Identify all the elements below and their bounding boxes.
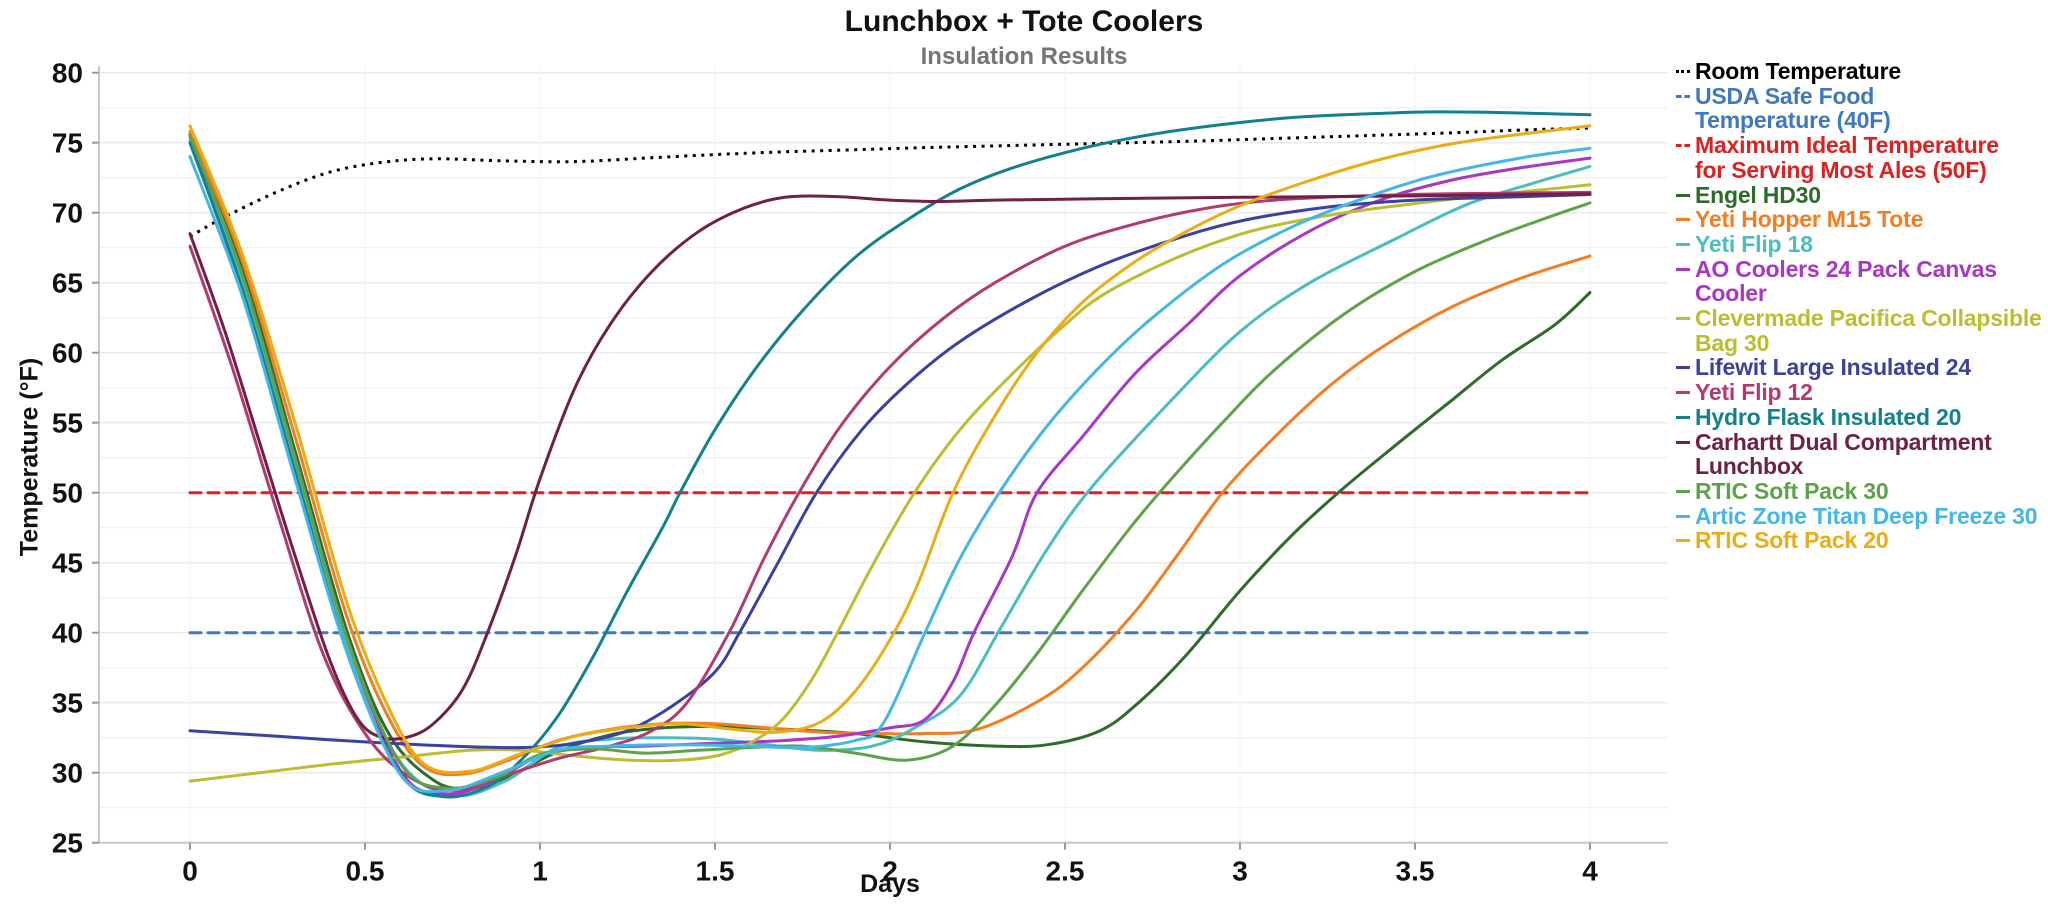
y-tick-label: 40 xyxy=(52,618,83,649)
legend-label-usda-safe-food: USDA Safe Food Temperature (40F) xyxy=(1695,82,1891,134)
x-tick-label: 2.5 xyxy=(1046,856,1085,887)
legend-label-artic-zone-titan-30: Artic Zone Titan Deep Freeze 30 xyxy=(1695,502,2038,529)
legend-label-room-temperature: Room Temperature xyxy=(1695,58,1901,84)
legend-label-ao-coolers-24: AO Coolers 24 Pack Canvas Cooler xyxy=(1695,255,1997,307)
y-axis-label: Temperature (°F) xyxy=(15,357,44,557)
legend-label-rtic-soft-pack-30: RTIC Soft Pack 30 xyxy=(1695,477,1889,504)
y-tick-label: 80 xyxy=(52,58,83,89)
series-line-rtic-soft-pack-30 xyxy=(188,134,1592,791)
legend-item-usda-safe-food: USDA Safe Food Temperature (40F) xyxy=(1676,82,2048,134)
legend-marker-lifewit-24 xyxy=(1676,366,1690,370)
legend-item-rtic-soft-pack-20: RTIC Soft Pack 20 xyxy=(1676,528,2048,553)
chart-subtitle: Insulation Results xyxy=(920,43,1128,70)
y-tick-label: 30 xyxy=(52,758,83,789)
legend-item-hydro-flask-20: Hydro Flask Insulated 20 xyxy=(1676,405,2048,430)
legend-item-ao-coolers-24: AO Coolers 24 Pack Canvas Cooler xyxy=(1676,255,2048,307)
legend-marker-room-temperature xyxy=(1676,70,1690,73)
x-tick-label: 3 xyxy=(1232,856,1248,887)
legend-label-rtic-soft-pack-20: RTIC Soft Pack 20 xyxy=(1695,527,1889,554)
legend-marker-ao-coolers-24 xyxy=(1676,267,1690,271)
y-tick-label: 35 xyxy=(52,688,83,719)
legend-label-max-ideal-ales: Maximum Ideal Temperature for Serving Mo… xyxy=(1695,132,1999,183)
legend-item-carhartt-lunchbox: Carhartt Dual Compartment Lunchbox xyxy=(1676,428,2048,480)
legend-marker-max-ideal-ales xyxy=(1676,144,1690,148)
legend-item-lifewit-24: Lifewit Large Insulated 24 xyxy=(1676,355,2048,380)
legend-item-engel-hd30: Engel HD30 xyxy=(1676,181,2048,208)
x-tick-label: 4 xyxy=(1582,856,1598,887)
x-tick-label: 2 xyxy=(882,856,898,887)
legend-marker-rtic-soft-pack-20 xyxy=(1676,539,1690,543)
x-tick-label: 0.5 xyxy=(346,856,385,887)
legend-label-clevermade-pacifica: Clevermade Pacifica Collapsible Bag 30 xyxy=(1695,305,2042,356)
legend-item-yeti-flip-18: Yeti Flip 18 xyxy=(1676,232,2048,257)
legend-marker-yeti-flip-12 xyxy=(1676,391,1690,395)
legend-item-artic-zone-titan-30: Artic Zone Titan Deep Freeze 30 xyxy=(1676,502,2048,529)
legend-item-clevermade-pacifica: Clevermade Pacifica Collapsible Bag 30 xyxy=(1676,306,2048,355)
series-line-yeti-flip-12 xyxy=(188,190,1592,793)
legend-item-yeti-flip-12: Yeti Flip 12 xyxy=(1676,380,2048,405)
chart-legend: Room Temperature USDA Safe Food Temperatu… xyxy=(1676,59,2048,553)
series-line-rtic-soft-pack-20 xyxy=(188,124,1592,775)
series-line-artic-zone-titan-30 xyxy=(188,146,1592,794)
y-tick-label: 50 xyxy=(52,478,83,509)
legend-label-yeti-flip-18: Yeti Flip 18 xyxy=(1695,230,1813,257)
legend-label-lifewit-24: Lifewit Large Insulated 24 xyxy=(1695,354,1971,381)
legend-marker-carhartt-lunchbox xyxy=(1676,440,1690,444)
legend-marker-artic-zone-titan-30 xyxy=(1676,514,1690,518)
legend-label-yeti-hopper-m15: Yeti Hopper M15 Tote xyxy=(1695,206,1924,233)
legend-marker-yeti-flip-18 xyxy=(1676,242,1690,246)
x-tick-label: 0 xyxy=(182,856,198,887)
legend-item-max-ideal-ales: Maximum Ideal Temperature for Serving Mo… xyxy=(1676,133,2048,182)
y-tick-label: 65 xyxy=(52,268,83,299)
x-tick-label: 1.5 xyxy=(696,856,735,887)
y-tick-label: 25 xyxy=(52,828,83,859)
legend-marker-hydro-flask-20 xyxy=(1676,415,1690,419)
legend-marker-engel-hd30 xyxy=(1676,193,1690,197)
y-tick-label: 75 xyxy=(52,128,83,159)
x-axis-label: Days xyxy=(860,870,920,898)
legend-marker-yeti-hopper-m15 xyxy=(1676,218,1690,222)
x-tick-label: 3.5 xyxy=(1396,856,1435,887)
chart-title: Lunchbox + Tote Coolers xyxy=(844,5,1204,38)
legend-label-hydro-flask-20: Hydro Flask Insulated 20 xyxy=(1695,403,1962,430)
y-tick-label: 55 xyxy=(52,408,83,439)
y-tick-label: 60 xyxy=(52,338,83,369)
legend-item-rtic-soft-pack-30: RTIC Soft Pack 30 xyxy=(1676,479,2048,504)
series-line-clevermade-pacifica xyxy=(188,183,1592,783)
series-line-yeti-flip-18 xyxy=(188,139,1592,798)
legend-marker-clevermade-pacifica xyxy=(1676,317,1690,321)
legend-marker-rtic-soft-pack-30 xyxy=(1676,489,1690,493)
legend-label-yeti-flip-12: Yeti Flip 12 xyxy=(1695,379,1813,406)
legend-label-engel-hd30: Engel HD30 xyxy=(1695,181,1821,208)
x-tick-label: 1 xyxy=(532,856,548,887)
legend-item-room-temperature: Room Temperature xyxy=(1676,59,2048,84)
legend-label-carhartt-lunchbox: Carhartt Dual Compartment Lunchbox xyxy=(1695,428,1992,480)
y-tick-label: 70 xyxy=(52,198,83,229)
series-line-carhartt-lunchbox xyxy=(188,192,1592,741)
series-line-lifewit-24 xyxy=(188,193,1592,750)
y-tick-label: 45 xyxy=(52,548,83,579)
legend-item-yeti-hopper-m15: Yeti Hopper M15 Tote xyxy=(1676,207,2048,232)
series-line-yeti-hopper-m15 xyxy=(188,130,1592,777)
legend-marker-usda-safe-food xyxy=(1676,94,1690,98)
